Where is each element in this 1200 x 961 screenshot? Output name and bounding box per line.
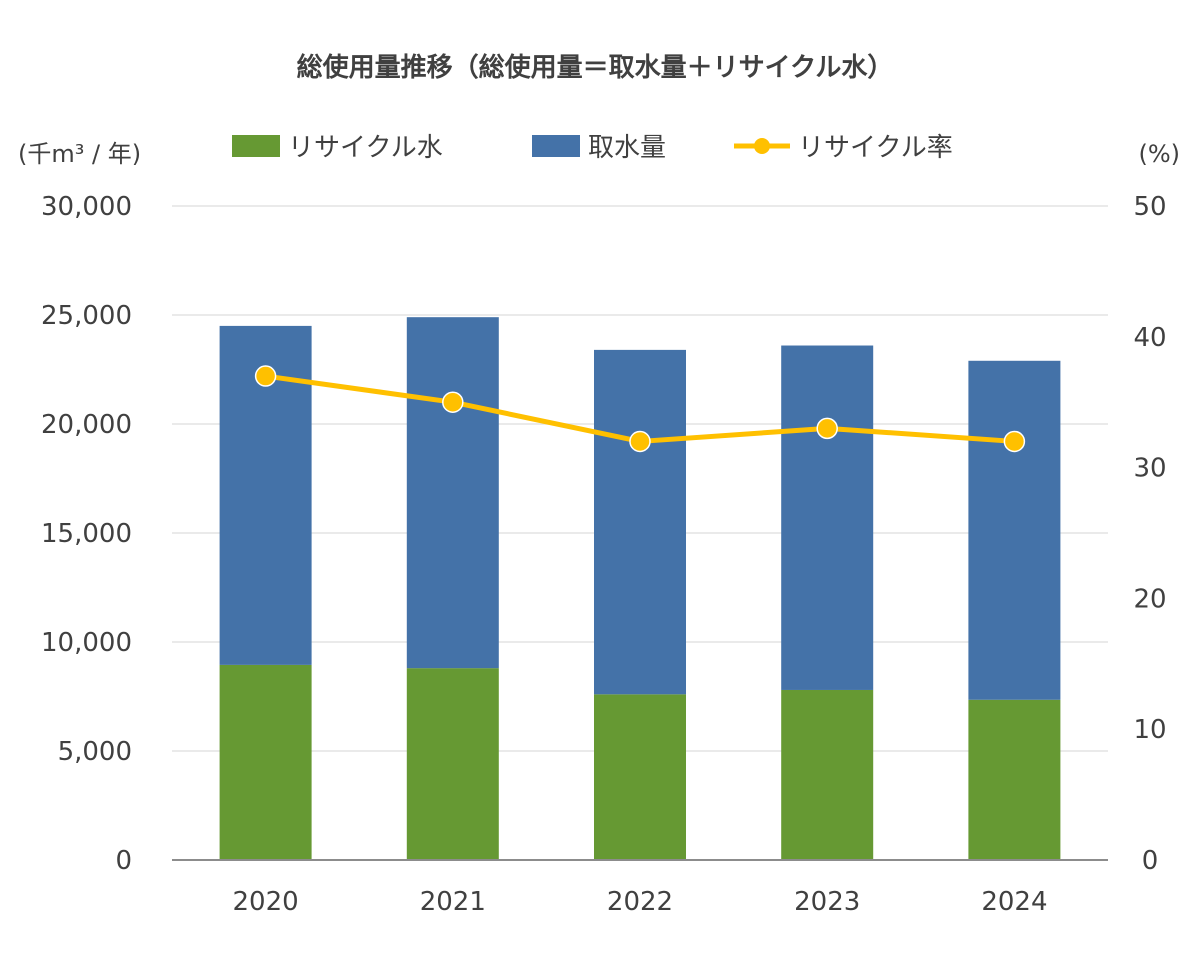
legend-swatch-intake xyxy=(532,135,580,157)
y-right-ticks: 0 10 20 30 40 50 xyxy=(1133,192,1166,876)
bar-recycled-water xyxy=(781,689,874,860)
legend-label-intake: 取水量 xyxy=(588,133,666,163)
rate-point xyxy=(1003,430,1026,453)
bar-water-intake xyxy=(781,345,874,690)
rate-point xyxy=(442,391,464,413)
chart-title: 総使用量推移（総使用量＝取水量＋リサイクル水） xyxy=(297,52,894,83)
y-left-tick-label: 5,000 xyxy=(58,737,132,767)
y-left-tick-label: 30,000 xyxy=(41,192,132,222)
y-left-ticks: 0 5,000 10,000 15,000 20,000 25,000 30,000 xyxy=(41,192,132,876)
rate-point xyxy=(816,417,838,440)
rate-point xyxy=(629,430,651,453)
y-right-tick-label: 30 xyxy=(1133,454,1166,484)
y-left-unit-label: (千m³ / 年) xyxy=(18,140,141,168)
x-ticks: 2020 2021 2022 2023 2024 xyxy=(233,887,1048,917)
y-left-tick-label: 0 xyxy=(115,846,132,876)
y-right-tick-label: 50 xyxy=(1133,192,1166,222)
y-left-tick-label: 25,000 xyxy=(41,301,132,331)
bar-recycled-water xyxy=(406,668,499,860)
y-left-tick-label: 20,000 xyxy=(41,410,132,440)
x-tick-label: 2024 xyxy=(981,887,1047,917)
y-right-unit-label: (%) xyxy=(1138,140,1180,168)
x-tick-label: 2020 xyxy=(233,887,299,917)
legend-label-rate: リサイクル率 xyxy=(798,133,953,163)
rate-line xyxy=(254,365,1026,453)
bar-recycled-water xyxy=(968,699,1061,860)
legend: リサイクル水 取水量 リサイクル率 xyxy=(232,133,953,163)
legend-label-recycled: リサイクル水 xyxy=(288,133,443,163)
legend-swatch-recycled xyxy=(232,135,280,157)
bar-water-intake xyxy=(594,349,686,695)
x-tick-label: 2021 xyxy=(420,887,486,917)
legend-swatch-rate-marker xyxy=(754,138,770,154)
x-tick-label: 2023 xyxy=(794,887,860,917)
bar-recycled-water xyxy=(219,664,312,860)
y-left-tick-label: 10,000 xyxy=(41,628,132,658)
y-right-tick-label: 20 xyxy=(1133,584,1166,614)
y-right-tick-label: 40 xyxy=(1133,323,1166,353)
bar-water-intake xyxy=(968,360,1061,700)
y-right-tick-label: 0 xyxy=(1142,846,1159,876)
bars xyxy=(219,317,1061,860)
rate-point xyxy=(254,365,277,387)
y-right-tick-label: 10 xyxy=(1133,715,1166,745)
y-left-tick-label: 15,000 xyxy=(41,519,132,549)
bar-recycled-water xyxy=(594,694,686,860)
bar-water-intake xyxy=(406,317,499,669)
x-tick-label: 2022 xyxy=(607,887,673,917)
